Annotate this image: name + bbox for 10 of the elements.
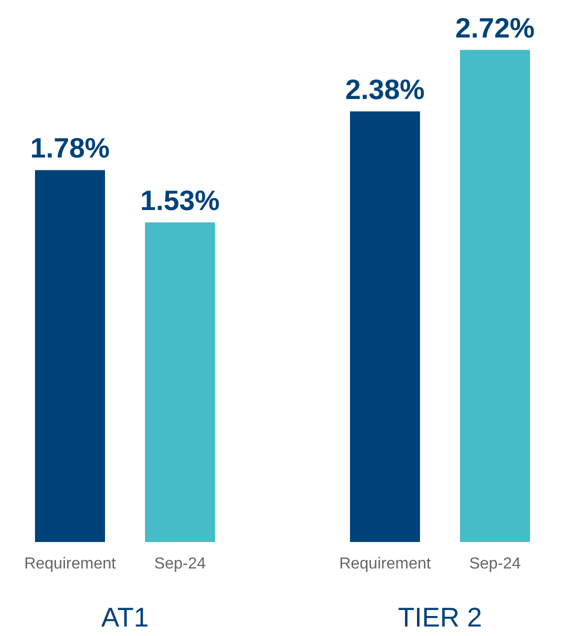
data-label: 2.72% [455, 12, 535, 44]
x-tick-label: Requirement [339, 556, 432, 572]
x-axis-title: TIER 2 [398, 602, 482, 632]
x-axis-title: AT1 [101, 602, 149, 632]
data-label: 1.53% [140, 184, 220, 216]
x-tick-label: Sep-24 [154, 556, 206, 572]
data-label: 1.78% [30, 132, 110, 164]
x-tick-label: Requirement [24, 556, 116, 572]
data-label: 2.38% [345, 74, 425, 105]
x-tick-label: Sep-24 [469, 556, 521, 572]
